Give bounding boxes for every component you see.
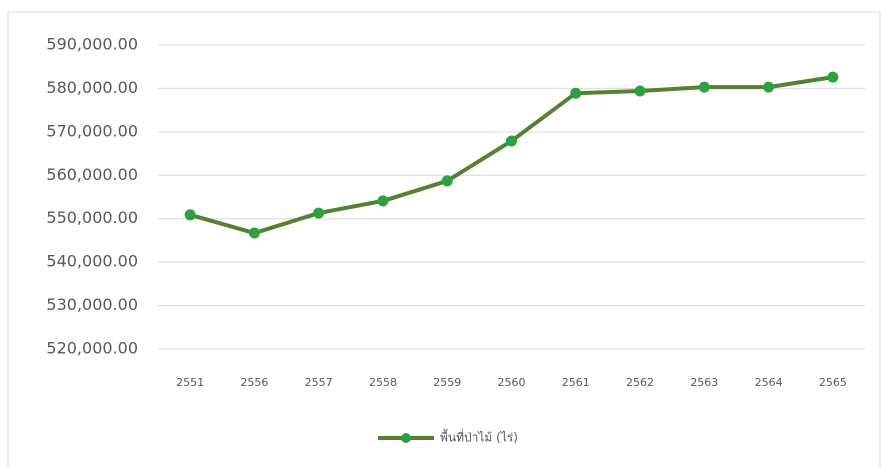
marker bbox=[827, 71, 839, 83]
marker bbox=[634, 85, 646, 97]
y-tick-label: 520,000.00 bbox=[46, 339, 138, 358]
marker bbox=[506, 135, 517, 147]
y-tick-label: 580,000.00 bbox=[46, 78, 138, 97]
x-tick-label: 2564 bbox=[755, 376, 783, 389]
y-tick-label: 530,000.00 bbox=[46, 295, 138, 314]
marker bbox=[763, 81, 775, 93]
marker bbox=[441, 175, 453, 187]
x-tick-label: 2560 bbox=[498, 376, 526, 389]
chart-frame bbox=[7, 11, 881, 468]
x-tick-label: 2565 bbox=[819, 376, 847, 389]
legend-marker bbox=[401, 433, 411, 443]
y-tick-label: 570,000.00 bbox=[46, 121, 138, 140]
x-tick-label: 2556 bbox=[240, 376, 268, 389]
marker bbox=[313, 207, 325, 219]
x-tick-label: 2561 bbox=[562, 376, 590, 389]
x-tick-label: 2562 bbox=[626, 376, 654, 389]
x-tick-label: 2563 bbox=[690, 376, 718, 389]
y-tick-label: 550,000.00 bbox=[46, 208, 138, 227]
legend-label: พื้นที่ป่าไม้ (ไร่) bbox=[440, 429, 518, 445]
marker bbox=[184, 209, 196, 221]
x-tick-label: 2551 bbox=[176, 376, 204, 389]
marker bbox=[248, 227, 260, 239]
marker bbox=[570, 87, 582, 99]
x-tick-label: 2557 bbox=[305, 376, 333, 389]
x-tick-label: 2558 bbox=[369, 376, 397, 389]
x-tick-label: 2559 bbox=[433, 376, 461, 389]
y-tick-label: 590,000.00 bbox=[46, 35, 138, 54]
marker bbox=[698, 81, 710, 93]
y-tick-label: 560,000.00 bbox=[46, 165, 138, 184]
marker bbox=[377, 195, 389, 207]
y-tick-label: 540,000.00 bbox=[46, 252, 138, 271]
